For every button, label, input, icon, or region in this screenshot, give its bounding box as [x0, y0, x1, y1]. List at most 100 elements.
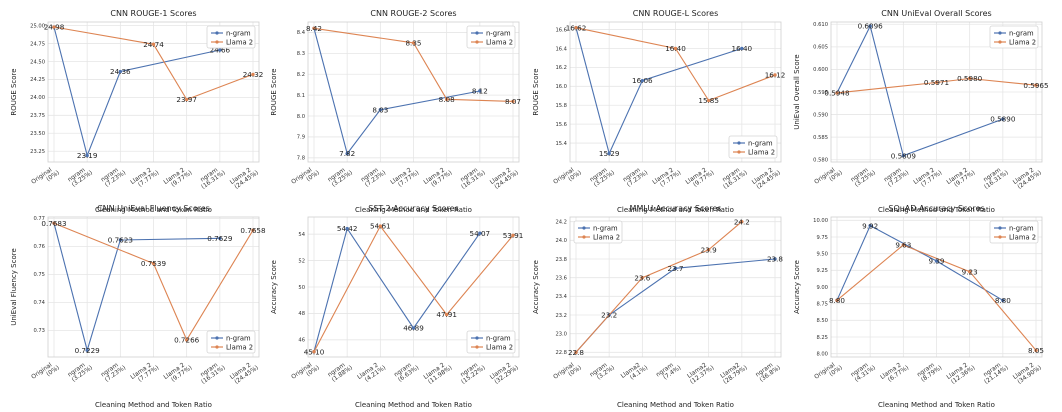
- y-tick-label: 0.590: [813, 112, 828, 118]
- data-label: 0.7623: [108, 236, 133, 245]
- y-tick-label: 7.8: [297, 156, 305, 162]
- x-tick-label: Original(0%): [30, 359, 61, 386]
- legend-label: Llama 2: [226, 38, 253, 46]
- data-label: 0.7683: [41, 219, 66, 228]
- y-tick-label: 8.2: [297, 72, 305, 78]
- data-point: [345, 226, 349, 231]
- chart-panel-5: 0.73 0.74 0.75 0.76 0.77 CNN UniEval Fluency …: [10, 204, 266, 409]
- chart-title: SST-2 Accuracy Scores: [368, 204, 458, 213]
- x-tick-label: Llama 2(7.77%): [912, 164, 943, 191]
- y-tick-label: 0.600: [813, 67, 828, 73]
- data-point: [184, 97, 189, 102]
- y-tick-label: 15.6: [555, 122, 567, 128]
- y-tick-label: 10.00: [813, 218, 828, 224]
- y-tick-label: 0.74: [33, 300, 45, 306]
- x-tick-label: ngram(3.25%): [588, 164, 616, 189]
- chart-panel-7: 22.8 23.0 23.2 23.4 23.6 23.8 24.0 24.2 MMLU Acc…: [532, 204, 783, 409]
- data-label: 16.40: [732, 44, 753, 53]
- data-label: 0.5980: [957, 74, 983, 83]
- legend-marker: [475, 336, 479, 340]
- y-tick-label: 8.4: [297, 30, 306, 36]
- x-tick-label: ngram(3.25%): [66, 359, 94, 384]
- x-tick-label: Llama 2(7.77%): [651, 164, 682, 191]
- y-axis-label: UniEval Overall Score: [793, 54, 801, 129]
- y-tick-label: 15.8: [555, 103, 567, 109]
- series-line-2: [575, 27, 776, 102]
- legend-marker: [582, 235, 586, 239]
- x-tick-label: Original(0%): [552, 359, 583, 386]
- plot-frame: [47, 216, 260, 358]
- y-tick-label: 23.25: [30, 149, 45, 155]
- legend-label: n-gram: [226, 334, 251, 342]
- y-tick-label: 8.3: [297, 51, 305, 57]
- data-point: [312, 26, 316, 30]
- data-label: 53.91: [503, 231, 524, 240]
- y-tick-label: 8.25: [816, 335, 828, 341]
- x-tick-label: ngram(3.25%): [66, 164, 94, 189]
- x-tick-label: ngram(3.2%): [588, 359, 616, 384]
- x-tick-label: Llama 2(24.45%): [751, 164, 782, 191]
- data-label: 9.39: [928, 257, 944, 266]
- y-tick-label: 0.595: [813, 90, 828, 96]
- legend-marker: [475, 31, 479, 35]
- data-point: [52, 221, 56, 225]
- x-tick-label: ngram(7.23%): [100, 359, 128, 384]
- data-point: [52, 25, 56, 29]
- y-tick-label: 0.77: [33, 216, 45, 222]
- x-tick-label: Llama 2(7.77%): [389, 164, 420, 191]
- y-tick-label: 24.0: [555, 238, 567, 244]
- x-tick-label: Original(0%): [813, 164, 844, 191]
- data-label: 0.5809: [891, 151, 917, 160]
- legend-marker: [215, 336, 219, 340]
- data-point: [85, 348, 89, 352]
- legend-label: n-gram: [593, 224, 618, 232]
- plot-frame: [307, 21, 520, 163]
- plot-frame: [47, 21, 260, 163]
- y-tick-label: 24.75: [30, 41, 45, 47]
- y-axis-label: ROUGE Score: [10, 68, 18, 115]
- y-tick-label: 23.2: [555, 313, 567, 319]
- data-point: [574, 25, 578, 30]
- y-tick-label: 52: [298, 258, 305, 264]
- x-tick-label: Llama 2(4.21%): [356, 359, 387, 386]
- data-point: [640, 275, 645, 280]
- y-tick-label: 25.00: [30, 23, 45, 29]
- legend-marker: [998, 226, 1002, 230]
- y-tick-label: 48: [298, 311, 305, 317]
- legend-label: n-gram: [1009, 224, 1034, 232]
- x-tick-label: Llama 2(6.77%): [879, 359, 910, 386]
- y-tick-label: 0.76: [33, 244, 45, 250]
- legend-marker: [215, 31, 219, 35]
- series-line-2: [575, 221, 743, 353]
- data-label: 0.7229: [75, 346, 101, 355]
- data-label: 9.63: [895, 241, 911, 250]
- data-point: [967, 76, 972, 81]
- chart-title: CNN UniEval Fluency Scores: [97, 204, 210, 213]
- y-tick-label: 24.00: [30, 95, 45, 101]
- y-tick-label: 0.610: [813, 22, 828, 28]
- data-point: [673, 266, 678, 271]
- data-point: [218, 236, 222, 240]
- data-point: [574, 350, 578, 355]
- x-tick-label: ngram(16.31%): [196, 164, 226, 191]
- data-point: [868, 223, 872, 228]
- data-label: 45.10: [304, 347, 325, 356]
- series-line-2: [836, 77, 1037, 94]
- y-tick-label: 16.6: [555, 27, 567, 33]
- chart-title: CNN ROUGE-2 Scores: [370, 9, 456, 18]
- x-tick-label: Llama 2(9.77%): [684, 164, 715, 191]
- data-label: 0.5890: [990, 115, 1016, 124]
- legend-marker: [998, 31, 1002, 35]
- data-label: 23.7: [667, 264, 683, 273]
- data-label: 16.06: [632, 76, 653, 85]
- x-tick-label: Llama 2(24.45%): [229, 359, 260, 386]
- x-axis-label: Cleaning Method and Token Ratio: [617, 206, 734, 214]
- x-tick-label: ngram(3.25%): [326, 164, 354, 189]
- y-tick-label: 15.4: [555, 141, 567, 147]
- series-line-2: [313, 27, 514, 102]
- data-point: [85, 153, 89, 158]
- data-point: [706, 98, 711, 103]
- y-tick-label: 24.50: [30, 59, 45, 65]
- data-point: [835, 298, 839, 303]
- data-label: 23.8: [767, 255, 783, 264]
